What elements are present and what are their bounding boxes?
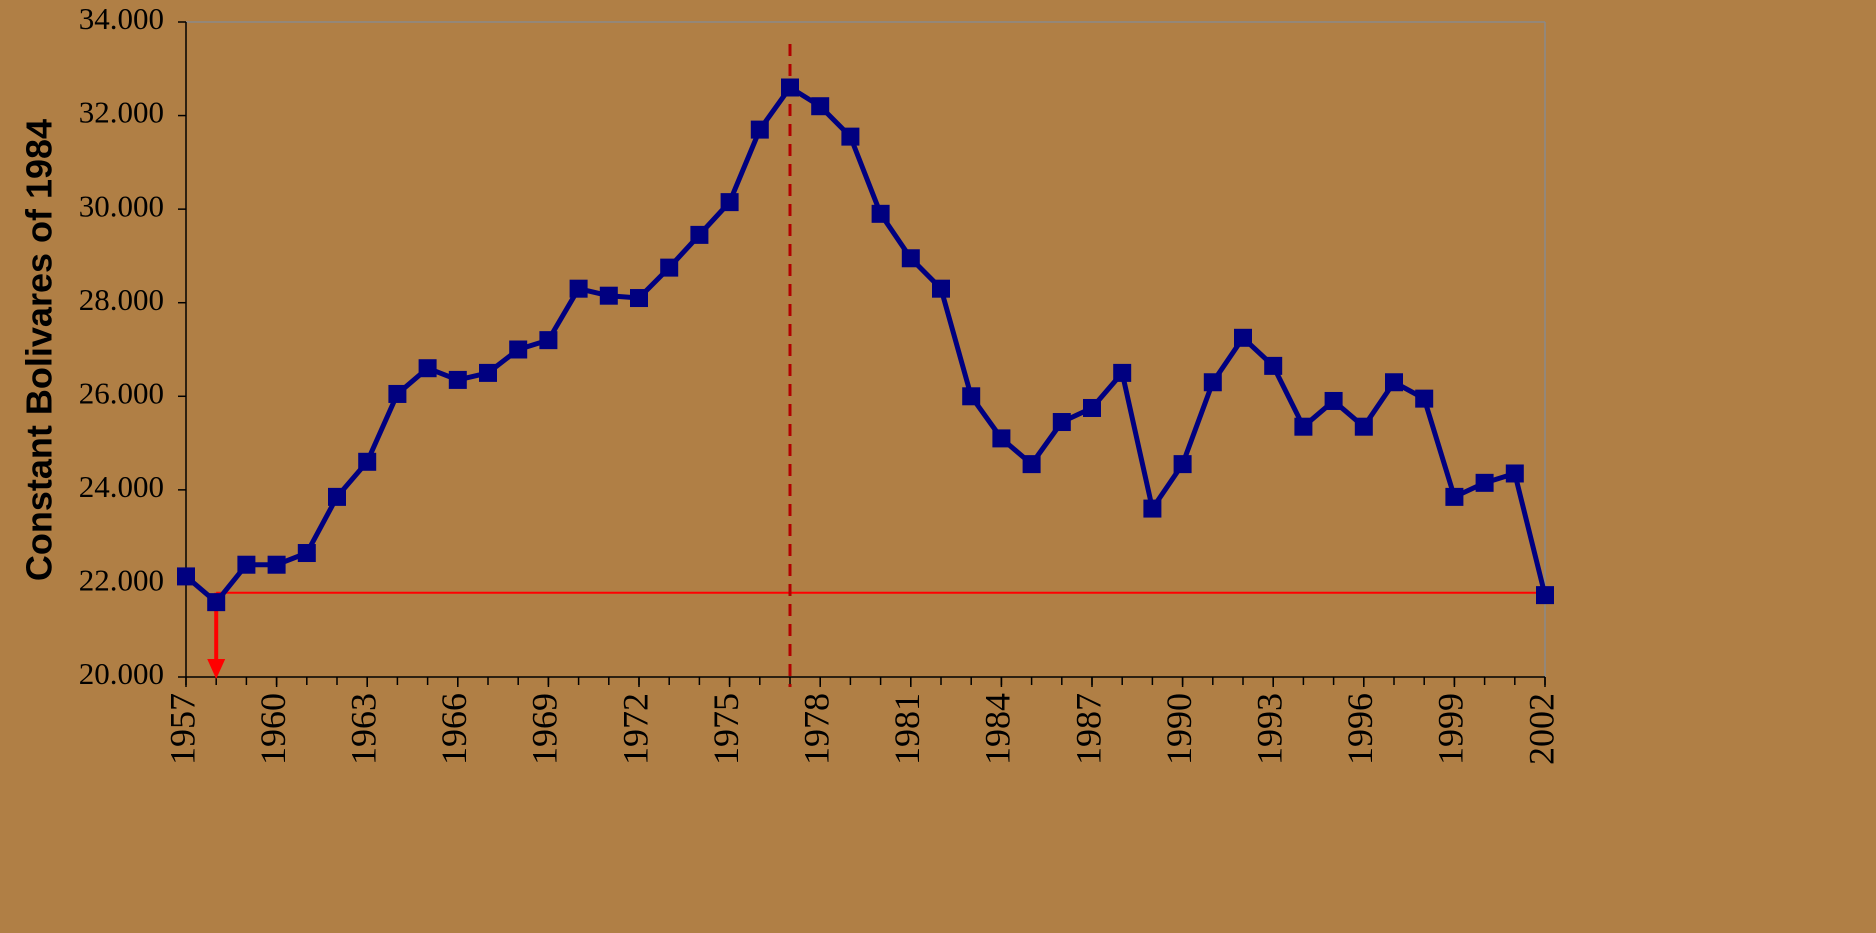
data-point — [720, 193, 739, 212]
data-point — [1052, 413, 1071, 432]
x-tick-label: 2002 — [1521, 693, 1561, 765]
data-line — [184, 85, 1548, 605]
data-point — [932, 279, 950, 298]
data-point — [599, 286, 618, 305]
data-point — [1324, 391, 1343, 410]
data-point — [992, 429, 1011, 448]
y-tick-label: 26.000 — [79, 375, 164, 410]
data-point — [750, 120, 769, 139]
y-tick-label: 30.000 — [79, 188, 164, 223]
data-point — [1022, 455, 1041, 474]
data-point — [1083, 398, 1101, 417]
x-tick-label: 1975 — [706, 693, 746, 765]
data-point — [901, 249, 920, 268]
data-point — [1294, 417, 1313, 436]
data-point — [267, 555, 286, 574]
data-point — [388, 384, 407, 403]
data-point — [1415, 389, 1434, 408]
data-point — [781, 78, 799, 97]
data-point — [690, 225, 709, 244]
y-tick-label: 24.000 — [79, 469, 164, 504]
data-point — [569, 279, 588, 298]
data-point — [1203, 373, 1222, 392]
data-point — [539, 331, 558, 350]
x-tick-label: 1984 — [978, 693, 1018, 765]
data-point — [237, 555, 256, 574]
x-tick-label: 1963 — [343, 693, 383, 765]
data-point — [1505, 464, 1524, 483]
y-axis-label: Constant Bolivares of 1984 — [19, 119, 60, 581]
data-point — [1354, 417, 1373, 436]
data-point — [811, 97, 830, 116]
data-point — [1143, 499, 1162, 518]
x-tick-label: 1993 — [1249, 693, 1289, 765]
x-tick-label: 1999 — [1431, 693, 1471, 765]
y-tick-label: 20.000 — [79, 656, 164, 691]
y-tick-label: 32.000 — [79, 95, 164, 130]
data-point — [660, 258, 679, 277]
data-point — [841, 127, 860, 146]
data-point — [509, 340, 528, 359]
y-tick-label: 34.000 — [79, 1, 164, 36]
x-tick-label: 1957 — [162, 693, 202, 765]
x-tick-label: 1978 — [796, 693, 836, 765]
data-point — [177, 567, 195, 586]
data-point — [1234, 328, 1252, 347]
x-tick-label: 1990 — [1159, 693, 1199, 765]
data-point — [962, 387, 981, 406]
data-point — [358, 452, 377, 471]
data-point — [207, 593, 226, 612]
x-tick-label: 1969 — [525, 693, 565, 765]
data-point — [479, 363, 497, 382]
data-point — [1173, 455, 1192, 474]
x-tick-label: 1960 — [253, 693, 293, 765]
data-point — [1264, 356, 1283, 375]
data-point — [418, 359, 437, 378]
y-tick-label: 22.000 — [79, 563, 164, 598]
x-tick-label: 1996 — [1340, 693, 1380, 765]
data-point — [1536, 586, 1554, 605]
data-point — [1113, 363, 1132, 382]
data-point — [448, 370, 467, 389]
data-point — [871, 204, 890, 223]
data-point — [630, 289, 648, 308]
x-tick-label: 1981 — [887, 693, 927, 765]
data-point — [1385, 373, 1403, 392]
data-point — [1475, 473, 1494, 492]
data-point — [328, 487, 346, 506]
reference-arrowhead — [207, 659, 226, 679]
x-tick-label: 1987 — [1068, 693, 1108, 765]
x-tick-label: 1966 — [434, 693, 474, 765]
x-tick-label: 1972 — [615, 693, 655, 765]
data-point — [297, 544, 316, 563]
y-tick-label: 28.000 — [79, 282, 164, 317]
data-point — [1445, 487, 1464, 506]
